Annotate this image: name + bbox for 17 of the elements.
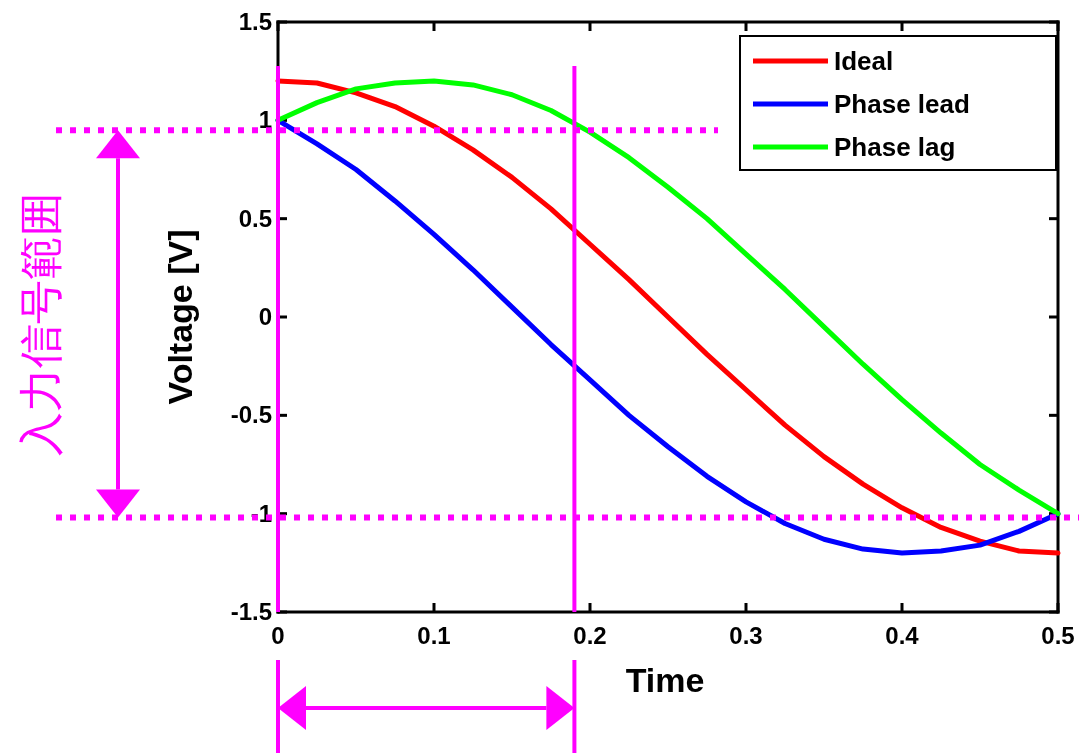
text: 入力信号範囲	[15, 191, 66, 456]
y-tick-label: 1	[258, 106, 272, 134]
x-tick-label: 0.4	[885, 622, 920, 649]
y-tick-label: 1.5	[238, 8, 272, 35]
x-tick-label: 0.1	[417, 622, 451, 649]
y-axis-title: Voltage [V]	[161, 229, 199, 405]
legend-label: Phase lead	[834, 89, 970, 119]
y-tick-label: 0	[258, 303, 272, 330]
x-tick-label: 0.3	[729, 622, 763, 649]
y-tick-label: 0.5	[238, 204, 272, 232]
legend-label: Ideal	[834, 46, 894, 76]
y-tick-label: -0.5	[230, 401, 272, 429]
legend-label: Phase lag	[834, 132, 956, 162]
x-axis-title: Time	[625, 661, 705, 699]
x-tick-label: 0.5	[1041, 622, 1075, 649]
y-tick-label: -1.5	[230, 598, 272, 625]
x-tick-label: 0.2	[573, 622, 607, 649]
